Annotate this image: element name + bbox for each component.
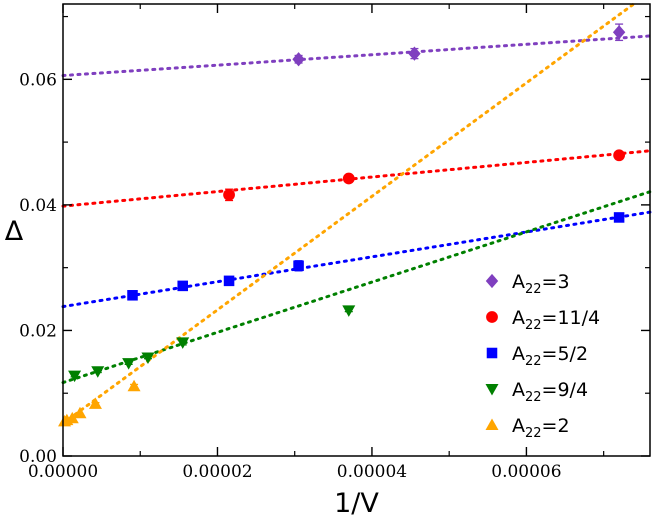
fit-line <box>61 190 652 385</box>
data-point <box>68 370 82 383</box>
legend-marker <box>485 384 499 396</box>
legend-label: A22=11/4 <box>512 307 600 333</box>
data-point <box>223 275 235 287</box>
legend-marker <box>485 273 499 289</box>
data-point <box>613 212 625 223</box>
legend-marker <box>486 311 498 323</box>
data-point <box>176 337 190 349</box>
data-point <box>177 280 188 292</box>
fit-line <box>61 34 652 78</box>
data-point <box>342 172 355 185</box>
legend-marker <box>485 418 499 430</box>
data-point <box>293 260 304 272</box>
legend-marker <box>486 347 498 359</box>
x-tick-label: 0.00002 <box>182 462 252 482</box>
plot-frame <box>62 3 651 457</box>
legend: A22=3 A22=11/4 A22=5/2 A22=9/4 A22=2 <box>485 271 600 441</box>
data-point <box>65 411 79 424</box>
legend-label: A22=3 <box>512 271 570 297</box>
y-tick-label: 0.02 <box>19 321 57 341</box>
data-point <box>127 379 141 392</box>
fit-line <box>61 210 652 309</box>
fit-line <box>61 2 636 425</box>
data-point <box>141 352 155 364</box>
data-point <box>91 366 105 378</box>
x-tick-label: 0.00004 <box>337 462 407 482</box>
legend-label: A22=5/2 <box>512 343 588 369</box>
y-tick-label: 0.00 <box>19 447 57 467</box>
data-point <box>342 305 356 317</box>
y-axis-ticks: 0.00 0.02 0.04 0.06 <box>19 15 650 467</box>
x-axis-title: 1/V <box>334 488 379 519</box>
y-tick-label: 0.06 <box>19 70 57 90</box>
data-point <box>408 46 421 61</box>
x-tick-label: 0.00000 <box>28 462 98 482</box>
x-tick-label: 0.00006 <box>491 462 561 482</box>
legend-label: A22=2 <box>512 415 570 441</box>
data-point <box>292 52 305 67</box>
data-point <box>122 358 136 370</box>
data-markers <box>58 25 626 427</box>
legend-label: A22=9/4 <box>512 379 588 405</box>
fit-lines <box>61 2 652 425</box>
data-point <box>612 25 626 40</box>
fit-line <box>61 149 652 208</box>
data-point <box>127 290 138 301</box>
x-axis-ticks: 0.00000 0.00002 0.00004 0.00006 <box>28 4 605 482</box>
y-tick-label: 0.04 <box>19 196 57 216</box>
data-point <box>613 149 625 162</box>
data-point <box>73 406 87 419</box>
y-axis-title: Δ <box>5 216 24 247</box>
data-point <box>88 397 102 409</box>
data-point <box>223 188 235 201</box>
